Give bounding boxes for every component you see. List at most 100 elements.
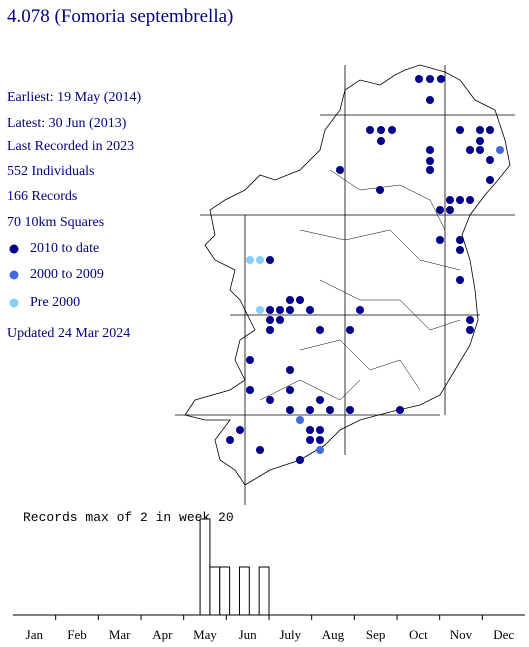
record-dot	[376, 186, 384, 194]
record-dot	[256, 306, 264, 314]
record-dot	[346, 326, 354, 334]
record-dot	[316, 326, 324, 334]
info-line: Latest: 30 Jun (2013)	[7, 116, 127, 131]
x-tick-label: Oct	[409, 627, 428, 642]
legend-dot	[9, 270, 19, 280]
record-dot	[366, 126, 374, 134]
x-tick-label: Aug	[322, 627, 345, 642]
record-dot	[226, 436, 234, 444]
record-dot	[246, 386, 254, 394]
record-dot	[426, 96, 434, 104]
bar	[258, 566, 270, 616]
record-dot	[316, 396, 324, 404]
x-tick-label: Dec	[493, 627, 514, 642]
record-dot	[466, 316, 474, 324]
legend-label: 2000 to 2009	[30, 267, 104, 282]
record-dot	[456, 126, 464, 134]
record-dot	[436, 236, 444, 244]
record-dot	[306, 426, 314, 434]
info-line: 552 Individuals	[7, 164, 95, 179]
record-dot	[446, 206, 454, 214]
record-dot	[426, 166, 434, 174]
record-dot	[286, 406, 294, 414]
record-dot	[496, 146, 504, 154]
x-tick-label: Feb	[67, 627, 87, 642]
x-tick-label: Apr	[152, 627, 173, 642]
record-dot	[415, 75, 423, 83]
record-dot	[306, 406, 314, 414]
record-dot	[436, 206, 444, 214]
record-dot	[476, 126, 484, 134]
record-dot	[246, 356, 254, 364]
record-dot	[466, 326, 474, 334]
legend-dot	[9, 244, 19, 254]
county-borders	[259, 169, 461, 401]
grid	[175, 65, 515, 505]
record-dot	[486, 156, 494, 164]
record-dot	[377, 137, 385, 145]
x-tick-label: July	[279, 627, 301, 642]
x-tick-label: May	[193, 627, 217, 642]
info-line: 70 10km Squares	[7, 215, 105, 230]
legend-label: 2010 to date	[30, 241, 100, 256]
record-dot	[256, 446, 264, 454]
record-dot	[396, 406, 404, 414]
record-dot	[296, 456, 304, 464]
record-dot	[426, 157, 434, 165]
record-dot	[456, 276, 464, 284]
record-dot	[266, 256, 274, 264]
updated: Updated 24 Mar 2024	[7, 326, 131, 341]
record-dot	[266, 306, 274, 314]
x-tick-label: Jun	[239, 627, 258, 642]
week-chart: Jan Feb Mar Apr May Jun July Aug Sep Oct Nov Dec	[13, 518, 525, 642]
legend-dot	[9, 298, 19, 308]
info-line: Earliest: 19 May (2014)	[7, 90, 142, 105]
record-dot	[466, 196, 474, 204]
record-dot	[388, 126, 396, 134]
record-dot	[426, 75, 434, 83]
record-dot	[316, 436, 324, 444]
record-dot	[286, 306, 294, 314]
legend-label: Pre 2000	[30, 295, 81, 310]
chart-title: Records max of 2 in week 20	[23, 510, 234, 525]
record-dot	[296, 416, 304, 424]
x-tick-label: Jan	[26, 627, 44, 642]
legend-dots	[9, 244, 19, 308]
title: 4.078 (Fomoria septembrella)	[7, 6, 234, 27]
record-dot	[276, 316, 284, 324]
record-dot	[486, 176, 494, 184]
record-dot	[266, 326, 274, 334]
record-dot	[306, 436, 314, 444]
record-dot	[456, 246, 464, 254]
info-line: Last Recorded in 2023	[7, 139, 135, 154]
record-dot	[466, 146, 474, 154]
record-dot	[256, 256, 264, 264]
record-dot	[346, 406, 354, 414]
record-dot	[296, 296, 304, 304]
x-tick-label: Nov	[450, 627, 473, 642]
record-dot	[326, 406, 334, 414]
record-dot	[476, 146, 484, 154]
info-line: 166 Records	[7, 189, 78, 204]
record-dot	[266, 316, 274, 324]
record-dot	[316, 446, 324, 454]
bar	[219, 566, 231, 616]
record-dot	[246, 256, 254, 264]
bar	[238, 566, 250, 616]
record-dot	[456, 196, 464, 204]
record-dot	[446, 196, 454, 204]
record-dot	[286, 386, 294, 394]
record-dot	[437, 75, 445, 83]
record-dot	[476, 137, 484, 145]
record-dot	[356, 306, 364, 314]
record-dot	[316, 426, 324, 434]
x-tick-label: Mar	[109, 627, 131, 642]
record-dot	[276, 306, 284, 314]
record-dots	[226, 75, 504, 464]
ireland-outline	[184, 64, 511, 486]
map	[175, 64, 515, 505]
record-dot	[266, 396, 274, 404]
record-dot	[336, 166, 344, 174]
record-dot	[286, 296, 294, 304]
